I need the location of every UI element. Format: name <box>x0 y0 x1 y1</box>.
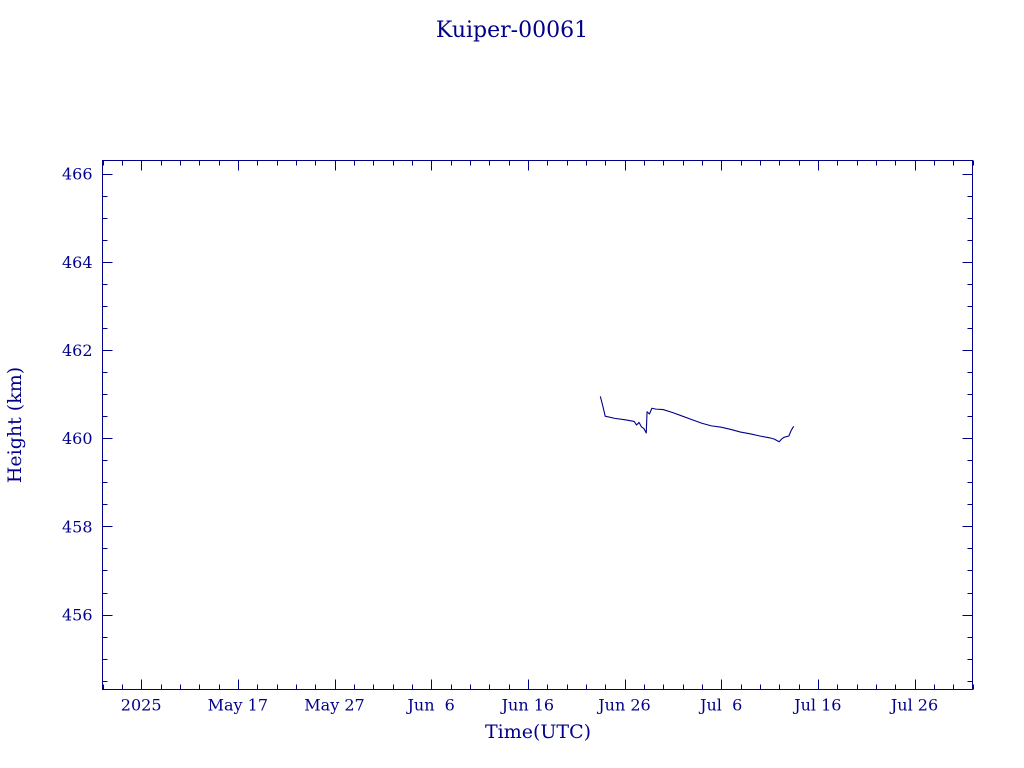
y-axis-label: Height (km) <box>4 367 26 483</box>
y-tick-labels: 456 458 460 462 464 466 <box>62 165 93 625</box>
x-tick-label: Jun 26 <box>596 696 650 715</box>
y-tick-label: 464 <box>62 253 93 272</box>
chart-title: Kuiper-00061 <box>436 18 588 43</box>
x-tick-labels: 2025 May 17 May 27 Jun 6 Jun 16 Jun 26 Jul 6 Ju… <box>121 696 938 715</box>
x-axis-label: Time(UTC) <box>485 721 591 743</box>
y-tick-label: 458 <box>62 517 93 536</box>
x-tick-label: 2025 <box>121 696 162 715</box>
x-tick-label: Jul 16 <box>792 696 841 715</box>
axis-ticks <box>102 160 974 690</box>
y-tick-label: 462 <box>62 341 93 360</box>
x-tick-label: May 27 <box>304 696 364 715</box>
x-tick-label: Jun 16 <box>500 696 554 715</box>
series-line <box>599 396 795 443</box>
y-tick-label: 456 <box>62 606 93 625</box>
x-tick-label: May 17 <box>208 696 268 715</box>
series-group <box>599 396 795 443</box>
plot-frame <box>102 160 973 690</box>
x-tick-label: Jun 6 <box>405 696 454 715</box>
y-tick-label: 460 <box>62 429 93 448</box>
x-tick-label: Jul 26 <box>889 696 938 715</box>
x-tick-label: Jul 6 <box>698 696 742 715</box>
y-tick-label: 466 <box>62 165 93 184</box>
